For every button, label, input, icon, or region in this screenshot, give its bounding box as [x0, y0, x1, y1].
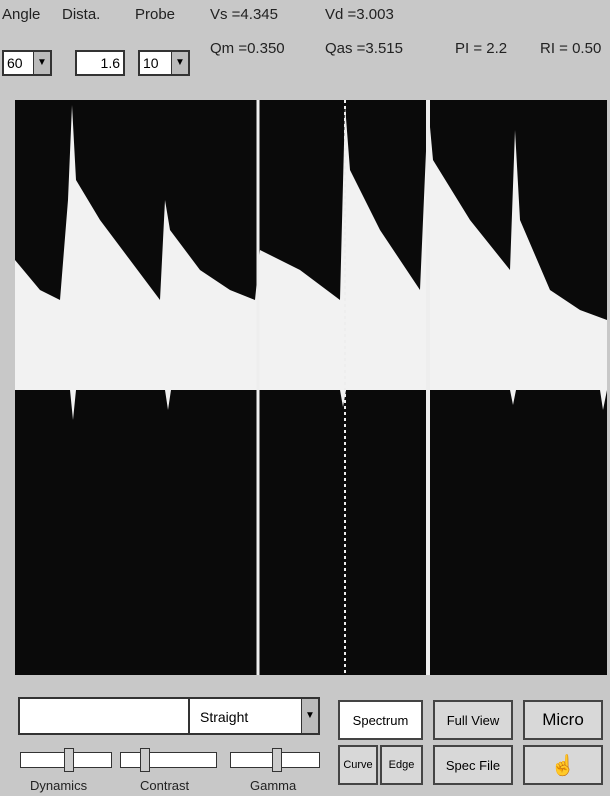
- probe-label: Probe: [135, 6, 175, 23]
- dropdown-arrow: ▼: [171, 52, 188, 74]
- readout: PI = 2.2: [455, 40, 507, 57]
- probe-select[interactable]: 10 ▼: [138, 50, 190, 76]
- readout: Vd =3.003: [325, 6, 394, 23]
- button[interactable]: Edge: [380, 745, 423, 785]
- readout: RI = 0.50: [540, 40, 601, 57]
- slider-knob[interactable]: [272, 748, 282, 772]
- button[interactable]: Full View: [433, 700, 513, 740]
- mode-value: Straight: [200, 709, 248, 725]
- button[interactable]: Curve: [338, 745, 378, 785]
- probe-value: 10: [143, 55, 159, 71]
- app: Angle 60 ▼ Dista. 1.6 Probe 10 ▼ Vs =4.345…: [0, 0, 610, 796]
- slider-track[interactable]: [120, 752, 217, 768]
- slider-label: Contrast: [140, 778, 189, 793]
- readout: Qm =0.350: [210, 40, 285, 57]
- slider-label: Gamma: [250, 778, 296, 793]
- slider-knob[interactable]: [140, 748, 150, 772]
- slider-label: Dynamics: [30, 778, 87, 793]
- slider-knob[interactable]: [64, 748, 74, 772]
- readout: Vs =4.345: [210, 6, 278, 23]
- angle-select[interactable]: 60 ▼: [2, 50, 52, 76]
- hand-button[interactable]: ☝: [523, 745, 603, 785]
- spectrum-display: [0, 95, 610, 675]
- readout: Qas =3.515: [325, 40, 403, 57]
- button[interactable]: Spec File: [433, 745, 513, 785]
- mode-select[interactable]: Straight ▼: [188, 697, 320, 735]
- angle-label: Angle: [2, 6, 40, 23]
- button[interactable]: Spectrum: [338, 700, 423, 740]
- angle-value: 60: [7, 55, 23, 71]
- dropdown-arrow: ▼: [301, 699, 318, 733]
- button[interactable]: Micro: [523, 700, 603, 740]
- dropdown-arrow: ▼: [33, 52, 50, 74]
- distance-label: Dista.: [62, 6, 100, 23]
- distance-input[interactable]: 1.6: [75, 50, 125, 76]
